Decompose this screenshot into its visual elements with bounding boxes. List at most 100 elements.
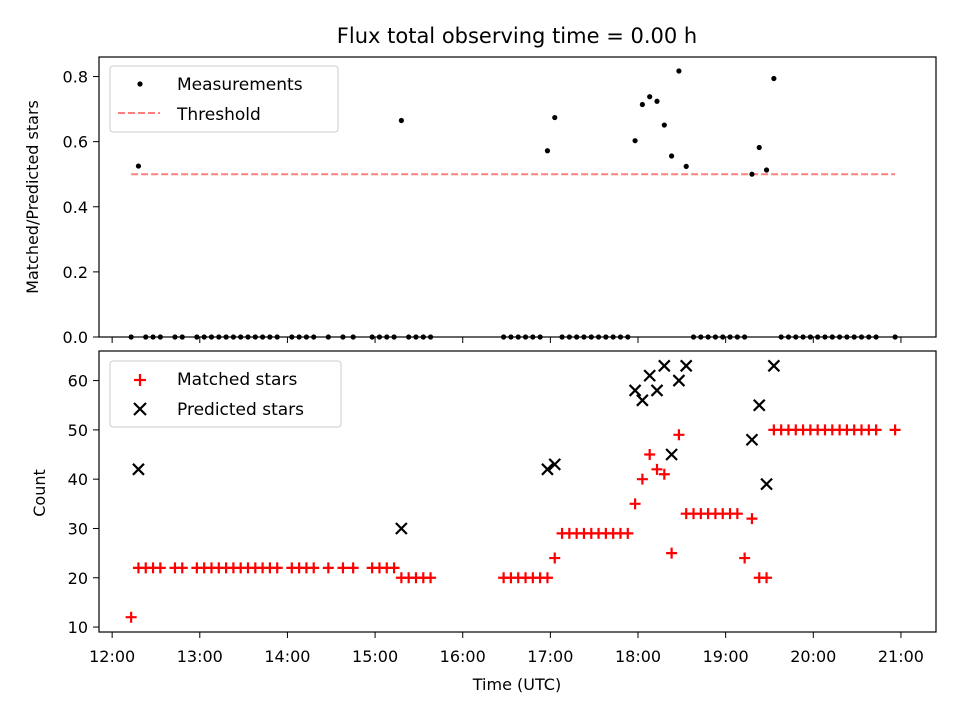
measurement-point [654,98,660,104]
legend-matched-marker [134,374,146,386]
x-tick-label: 17:00 [527,647,573,666]
measurement-point [669,153,675,159]
matched-star-point [347,562,359,574]
matched-star-point [337,562,349,574]
top-y-tick-label: 0.6 [63,133,88,152]
x-tick-label: 12:00 [89,647,135,666]
x-tick-label: 18:00 [615,647,661,666]
bottom-legend-box [109,360,342,428]
top-legend-box [109,65,339,133]
x-axis-label: Time (UTC) [472,675,561,694]
predicted-star-point [745,433,759,447]
top-y-axis: 0.0 0.2 0.4 0.6 0.8 [63,68,99,347]
matched-star-point [644,449,656,461]
matched-star-point [271,562,283,574]
x-tick-label: 14:00 [264,647,310,666]
predicted-star-point [752,398,766,412]
x-tick-label: 15:00 [352,647,398,666]
top-y-tick-label: 0.2 [63,263,88,282]
legend-matched-label: Matched stars [177,370,297,390]
bottom-y-tick-label: 30 [68,519,88,538]
bottom-y-tick-label: 50 [68,421,88,440]
predicted-star-point [395,522,408,535]
legend-measurements-marker [137,81,143,87]
measurement-point [544,148,551,154]
measurement-point [756,144,762,151]
top-y-tick-label: 0.8 [63,68,88,87]
predicted-star-point [636,394,649,407]
measurement-point [632,138,638,144]
matched-star-point [673,429,685,441]
measurement-point [398,117,404,124]
top-y-tick-label: 0.4 [63,198,88,217]
matched-star-point [425,572,437,584]
chart-title: Flux total observing time = 0.00 h [337,24,697,48]
bottom-legend: Matched stars Predicted stars [109,360,342,428]
matched-star-point [761,572,773,584]
predicted-star-point [672,374,686,387]
bottom-y-axis-label: Count [30,469,49,517]
bottom-y-tick-label: 10 [68,618,88,637]
matched-star-point [622,527,634,539]
matched-star-point [636,473,648,485]
matched-star-point [125,611,137,623]
top-legend: Measurements Threshold [109,65,339,133]
bottom-y-tick-label: 40 [68,470,88,489]
matched-star-point [666,547,678,559]
predicted-star-point [628,384,642,397]
x-tick-label: 21:00 [878,647,924,666]
predicted-star-point [541,463,554,476]
matched-star-point [541,572,553,584]
matched-star-point [746,513,758,525]
matched-star-point [388,562,400,574]
x-tick-label: 20:00 [790,647,836,666]
measurement-point [661,122,667,128]
top-subplot: 0.00.20.40.60.8 Matched/Predicted stars … [23,56,937,347]
legend-predicted-label: Predicted stars [177,400,304,420]
predicted-star-point [643,369,656,382]
matched-star-point [889,424,901,436]
predicted-star-point [665,448,678,461]
measurement-point [771,75,777,82]
measurement-point [639,101,645,108]
bottom-axes-frame [98,350,937,633]
predicted-star-point [760,477,773,491]
bottom-y-axis: 10 20 30 40 50 60 [68,372,99,637]
bottom-y-tick-label: 20 [68,569,88,588]
measurement-point [676,68,682,74]
measurement-point [647,94,653,100]
predicted-star-point [132,463,145,476]
predicted-star-point [679,359,693,373]
matched-star-point [549,552,561,564]
top-y-axis-label: Matched/Predicted stars [23,100,42,294]
matched-star-point [322,562,334,574]
matched-star-point [870,424,882,436]
bottom-plot-marks [125,359,901,623]
matched-star-point [731,508,743,520]
matched-star-point [176,562,188,574]
matched-star-point [739,552,751,564]
matched-star-point [651,463,663,475]
matched-star-point [308,562,320,574]
top-plot-marks [128,68,898,340]
matched-star-point [154,562,166,574]
measurement-point [552,114,558,121]
bottom-x-axis: 12:00 13:00 14:00 15:00 16:00 17:00 18:00 19:00… [89,632,924,666]
measurement-point [763,167,770,173]
legend-predicted-marker [133,402,147,416]
measurement-point [749,171,755,177]
x-tick-label: 19:00 [703,647,749,666]
predicted-star-point [767,359,781,373]
legend-measurements-label: Measurements [177,75,303,95]
matched-star-point [629,498,641,510]
matched-star-point [658,468,670,480]
top-x-axis-ticks [111,337,902,343]
predicted-star-point [658,359,671,373]
measurement-point [135,163,142,169]
bottom-y-tick-label: 60 [68,372,88,391]
predicted-star-point [650,384,664,397]
legend-threshold-label: Threshold [176,105,261,125]
top-y-tick-label: 0.0 [63,328,88,347]
top-axes-frame [98,56,937,338]
